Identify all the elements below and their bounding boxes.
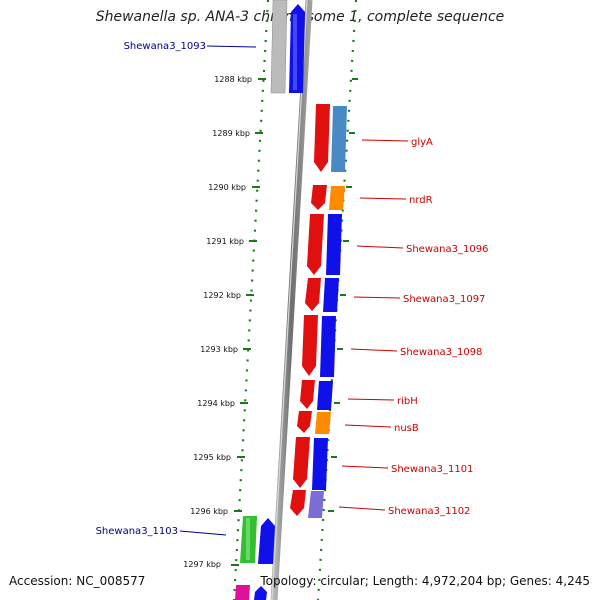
tick-label: 1291 kbp <box>206 237 244 246</box>
tick-label: 1288 kbp <box>214 75 252 84</box>
gene-label-right[interactable]: nrdR <box>409 195 433 206</box>
gene-label-right[interactable]: Shewana3_1096 <box>406 244 488 255</box>
tick-label: 1294 kbp <box>197 399 235 408</box>
gene-label-right[interactable]: glyA <box>411 137 433 148</box>
tick-label: 1289 kbp <box>212 129 250 138</box>
gene-label-left[interactable]: Shewana3_1093 <box>124 41 206 52</box>
gene-label-right[interactable]: Shewana3_1097 <box>403 294 485 305</box>
gene-arrow[interactable] <box>297 411 312 433</box>
gene-label-right[interactable]: ribH <box>397 396 418 407</box>
chromosome-backbone <box>270 0 313 600</box>
tick-label: 1293 kbp <box>200 345 238 354</box>
gene-label-right[interactable]: nusB <box>394 423 419 434</box>
gene-arrow[interactable] <box>323 278 339 312</box>
tick-label: 1296 kbp <box>190 507 228 516</box>
accession-label: Accession: NC_008577 <box>9 574 146 588</box>
gene-arrow[interactable] <box>290 490 306 516</box>
gene-label-right[interactable]: Shewana3_1098 <box>400 347 482 358</box>
gene-label-right[interactable]: Shewana3_1101 <box>391 464 473 475</box>
gene-arrow[interactable] <box>312 438 328 490</box>
gene-arrow[interactable] <box>305 278 321 311</box>
gene-arrow[interactable] <box>315 412 331 434</box>
gene-label-left[interactable]: Shewana3_1103 <box>96 526 178 537</box>
tick-marks <box>231 78 358 566</box>
track-border-left <box>232 0 270 600</box>
callout-lines <box>179 45 409 536</box>
tick-label: 1290 kbp <box>208 183 246 192</box>
gene-arrow[interactable] <box>270 0 288 94</box>
gene-blocks <box>235 0 347 600</box>
gene-arrow[interactable] <box>320 316 336 377</box>
gene-arrow[interactable] <box>258 518 275 564</box>
gene-arrow[interactable] <box>235 585 250 600</box>
tick-label: 1297 kbp <box>183 560 221 569</box>
gene-arrow[interactable] <box>307 214 324 275</box>
gene-arrow[interactable] <box>302 315 318 376</box>
topology-label: Topology: circular; Length: 4,972,204 bp… <box>260 574 590 588</box>
gene-label-right[interactable]: Shewana3_1102 <box>388 506 470 517</box>
gene-arrow[interactable] <box>308 491 324 518</box>
gene-arrow[interactable] <box>317 381 333 410</box>
gene-arrow[interactable] <box>254 586 267 600</box>
tick-label: 1295 kbp <box>193 453 231 462</box>
gene-arrow-shade <box>293 14 297 90</box>
gene-arrow[interactable] <box>329 186 345 210</box>
tick-label: 1292 kbp <box>203 291 241 300</box>
gene-arrow[interactable] <box>326 214 342 275</box>
gene-arrow[interactable] <box>293 437 310 488</box>
gene-arrow-shade <box>246 518 250 560</box>
chromosome-backbone-highlight <box>271 0 308 600</box>
gene-arrow[interactable] <box>314 104 330 172</box>
gene-arrow[interactable] <box>300 380 315 409</box>
gene-arrow[interactable] <box>331 106 347 172</box>
gene-arrow[interactable] <box>311 185 327 210</box>
